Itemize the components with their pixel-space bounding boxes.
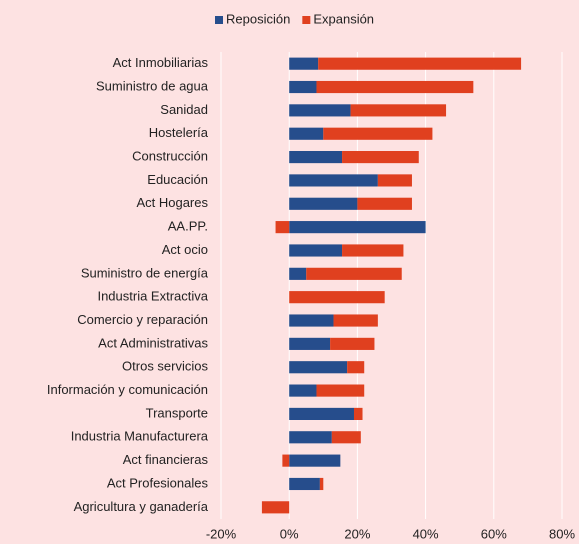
bar [289, 337, 331, 350]
bar [319, 477, 324, 491]
bar [330, 337, 375, 350]
bar [306, 267, 402, 280]
bar [318, 57, 522, 70]
bar [275, 221, 290, 234]
y-tick-label: Industria Extractiva [97, 289, 208, 304]
bar [289, 244, 343, 257]
y-tick-label: Act ocio [162, 242, 208, 257]
y-tick-label: Act financieras [123, 452, 209, 467]
x-tick-label: 60% [481, 526, 507, 541]
x-tick-label: 40% [413, 526, 439, 541]
bar [289, 127, 324, 140]
y-tick-label: Act Administrativas [98, 335, 208, 350]
bar [289, 174, 378, 187]
y-tick-label: Educación [147, 172, 208, 187]
bar [323, 127, 433, 140]
y-tick-label: Construcción [132, 149, 208, 164]
bar [289, 314, 334, 327]
bar [289, 80, 317, 94]
bar [353, 407, 363, 420]
bar [289, 267, 307, 280]
bar [316, 384, 365, 397]
bar [289, 221, 426, 234]
y-tick-label: Agricultura y ganadería [74, 499, 209, 514]
y-tick-label: Act Inmobiliarias [113, 55, 209, 70]
y-tick-label: Industria Manufacturera [71, 429, 209, 444]
x-tick-label: -20% [206, 526, 237, 541]
y-tick-label: AA.PP. [168, 219, 208, 234]
legend-label: Expansión [313, 11, 374, 26]
y-tick-label: Transporte [146, 405, 208, 420]
bar [342, 244, 404, 257]
legend-swatch [215, 16, 223, 24]
bar [289, 384, 317, 397]
x-tick-label: 80% [549, 526, 575, 541]
x-tick-label: 20% [344, 526, 370, 541]
bar [350, 104, 447, 117]
bar [289, 361, 348, 374]
y-tick-label: Otros servicios [122, 359, 208, 374]
x-tick-label: 0% [280, 526, 299, 541]
bar [261, 501, 290, 514]
bar [347, 361, 365, 374]
bar [342, 151, 419, 164]
bar [289, 197, 358, 210]
y-tick-label: Información y comunicación [47, 382, 208, 397]
bar [316, 80, 474, 94]
bar [377, 174, 412, 187]
y-tick-label: Sanidad [160, 102, 208, 117]
bar [289, 407, 354, 420]
y-tick-label: Suministro de agua [96, 78, 209, 93]
legend-label: Reposición [226, 11, 290, 26]
legend-swatch [302, 16, 311, 24]
y-tick-label: Suministro de energía [81, 265, 209, 280]
y-tick-label: Act Hogares [136, 195, 208, 210]
bar [289, 104, 351, 117]
bar [289, 151, 343, 164]
bar [289, 291, 385, 304]
bar [289, 431, 332, 444]
y-tick-label: Act Profesionales [107, 475, 209, 490]
bar [331, 431, 361, 444]
bar [289, 477, 320, 491]
bar [357, 197, 412, 210]
bar [282, 454, 290, 467]
bar [289, 454, 341, 467]
bar [333, 314, 378, 327]
y-tick-label: Comercio y reparación [77, 312, 208, 327]
y-tick-label: Hostelería [149, 125, 209, 140]
bar [289, 57, 319, 70]
